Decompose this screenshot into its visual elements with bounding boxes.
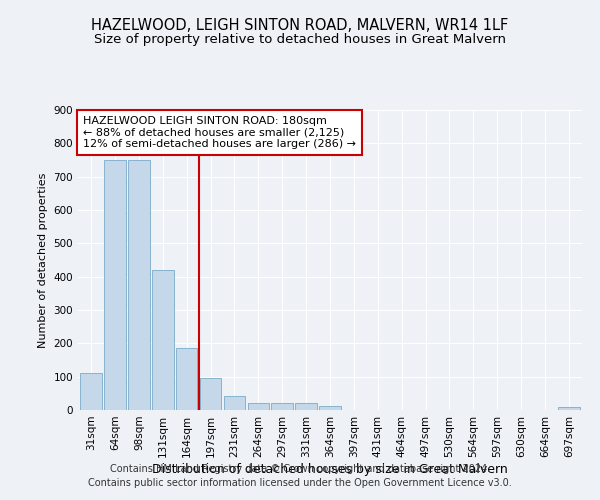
Y-axis label: Number of detached properties: Number of detached properties bbox=[38, 172, 48, 348]
Bar bbox=[319, 406, 341, 410]
Bar bbox=[271, 402, 293, 410]
Bar bbox=[80, 374, 102, 410]
Bar bbox=[224, 396, 245, 410]
Text: HAZELWOOD LEIGH SINTON ROAD: 180sqm
← 88% of detached houses are smaller (2,125): HAZELWOOD LEIGH SINTON ROAD: 180sqm ← 88… bbox=[83, 116, 356, 149]
Text: HAZELWOOD, LEIGH SINTON ROAD, MALVERN, WR14 1LF: HAZELWOOD, LEIGH SINTON ROAD, MALVERN, W… bbox=[91, 18, 509, 32]
Text: Contains HM Land Registry data © Crown copyright and database right 2024.
Contai: Contains HM Land Registry data © Crown c… bbox=[88, 464, 512, 487]
Bar bbox=[295, 404, 317, 410]
Bar bbox=[558, 408, 580, 410]
Bar bbox=[152, 270, 173, 410]
Bar bbox=[128, 160, 149, 410]
Bar bbox=[104, 160, 126, 410]
Bar bbox=[200, 378, 221, 410]
Bar bbox=[248, 404, 269, 410]
Text: Size of property relative to detached houses in Great Malvern: Size of property relative to detached ho… bbox=[94, 32, 506, 46]
Bar bbox=[176, 348, 197, 410]
X-axis label: Distribution of detached houses by size in Great Malvern: Distribution of detached houses by size … bbox=[152, 462, 508, 475]
